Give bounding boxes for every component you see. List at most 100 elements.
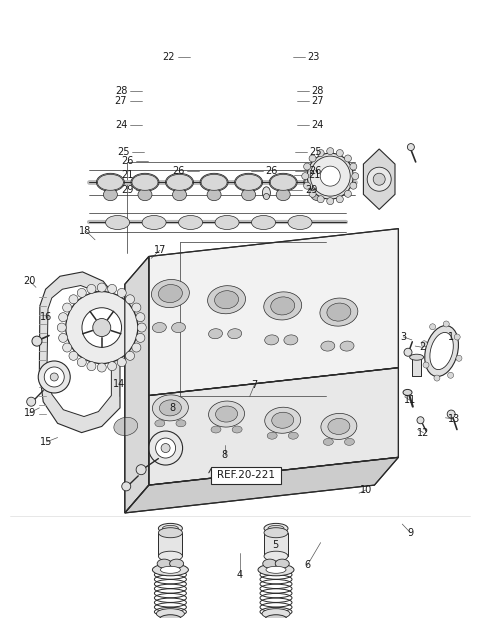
Circle shape — [87, 362, 96, 371]
Circle shape — [304, 182, 311, 189]
Ellipse shape — [106, 216, 130, 229]
Circle shape — [404, 349, 412, 356]
Polygon shape — [125, 256, 149, 513]
Circle shape — [126, 295, 134, 304]
Text: 24: 24 — [311, 120, 324, 130]
Ellipse shape — [216, 406, 238, 422]
Ellipse shape — [264, 335, 279, 345]
Text: 13: 13 — [447, 414, 460, 424]
Circle shape — [345, 190, 351, 197]
Text: 28: 28 — [115, 87, 127, 96]
Ellipse shape — [262, 609, 290, 618]
Ellipse shape — [158, 528, 182, 538]
Circle shape — [93, 318, 111, 337]
Ellipse shape — [114, 324, 138, 343]
Ellipse shape — [171, 323, 186, 332]
Ellipse shape — [264, 551, 288, 561]
Ellipse shape — [172, 188, 187, 201]
Ellipse shape — [264, 528, 288, 538]
Text: 2: 2 — [419, 342, 426, 352]
Text: 26: 26 — [310, 166, 322, 176]
Text: 29: 29 — [121, 185, 133, 195]
Ellipse shape — [340, 341, 354, 351]
Ellipse shape — [114, 417, 138, 436]
Ellipse shape — [271, 297, 295, 315]
Circle shape — [443, 321, 449, 327]
Circle shape — [447, 410, 455, 418]
Circle shape — [309, 155, 316, 162]
Text: 29: 29 — [305, 185, 317, 195]
Text: 15: 15 — [40, 437, 53, 447]
Text: 24: 24 — [115, 120, 127, 130]
Text: 21: 21 — [121, 170, 133, 180]
Circle shape — [44, 367, 64, 387]
Ellipse shape — [167, 174, 192, 190]
Ellipse shape — [156, 609, 184, 618]
Polygon shape — [47, 286, 111, 417]
Text: 10: 10 — [360, 485, 372, 495]
Circle shape — [367, 167, 391, 191]
Circle shape — [327, 148, 334, 154]
Ellipse shape — [270, 174, 296, 190]
Ellipse shape — [166, 173, 193, 192]
Text: 20: 20 — [24, 276, 36, 286]
Circle shape — [161, 444, 170, 452]
Text: 26: 26 — [121, 156, 133, 166]
Circle shape — [352, 172, 359, 180]
Circle shape — [59, 333, 68, 342]
Polygon shape — [125, 457, 398, 513]
Circle shape — [156, 438, 176, 458]
Ellipse shape — [207, 188, 221, 201]
Text: 27: 27 — [311, 96, 324, 106]
Text: 25: 25 — [117, 147, 130, 157]
Circle shape — [62, 343, 72, 352]
Circle shape — [345, 155, 351, 162]
Ellipse shape — [153, 395, 188, 421]
Ellipse shape — [97, 174, 123, 190]
Ellipse shape — [266, 566, 286, 574]
Circle shape — [62, 303, 72, 312]
Ellipse shape — [209, 401, 244, 427]
Ellipse shape — [162, 525, 179, 531]
Circle shape — [38, 361, 70, 393]
Ellipse shape — [169, 559, 184, 568]
Ellipse shape — [425, 326, 458, 376]
Text: 17: 17 — [154, 245, 166, 255]
Circle shape — [304, 163, 311, 170]
Circle shape — [117, 358, 126, 366]
Ellipse shape — [345, 438, 354, 446]
Ellipse shape — [272, 412, 294, 428]
Ellipse shape — [327, 303, 351, 321]
Ellipse shape — [305, 174, 331, 190]
Ellipse shape — [158, 284, 182, 303]
Ellipse shape — [207, 286, 246, 314]
Circle shape — [302, 172, 309, 180]
Circle shape — [350, 182, 357, 189]
Ellipse shape — [155, 420, 165, 427]
Text: 16: 16 — [40, 312, 53, 322]
Circle shape — [350, 163, 357, 170]
Circle shape — [423, 362, 429, 368]
Ellipse shape — [208, 329, 223, 339]
Circle shape — [447, 372, 454, 378]
Polygon shape — [149, 229, 398, 396]
Text: 23: 23 — [307, 53, 320, 62]
Circle shape — [50, 373, 58, 381]
Circle shape — [136, 333, 145, 342]
Ellipse shape — [320, 298, 358, 326]
Circle shape — [373, 173, 385, 185]
Polygon shape — [149, 368, 398, 485]
Ellipse shape — [268, 525, 284, 531]
Text: 18: 18 — [79, 226, 92, 235]
Ellipse shape — [159, 615, 181, 618]
Ellipse shape — [265, 615, 287, 618]
Circle shape — [82, 308, 121, 347]
Ellipse shape — [403, 389, 412, 396]
Circle shape — [336, 150, 343, 156]
Circle shape — [97, 363, 106, 372]
Circle shape — [66, 292, 138, 363]
Ellipse shape — [241, 188, 256, 201]
Text: 27: 27 — [115, 96, 127, 106]
Circle shape — [336, 196, 343, 203]
Ellipse shape — [321, 413, 357, 439]
